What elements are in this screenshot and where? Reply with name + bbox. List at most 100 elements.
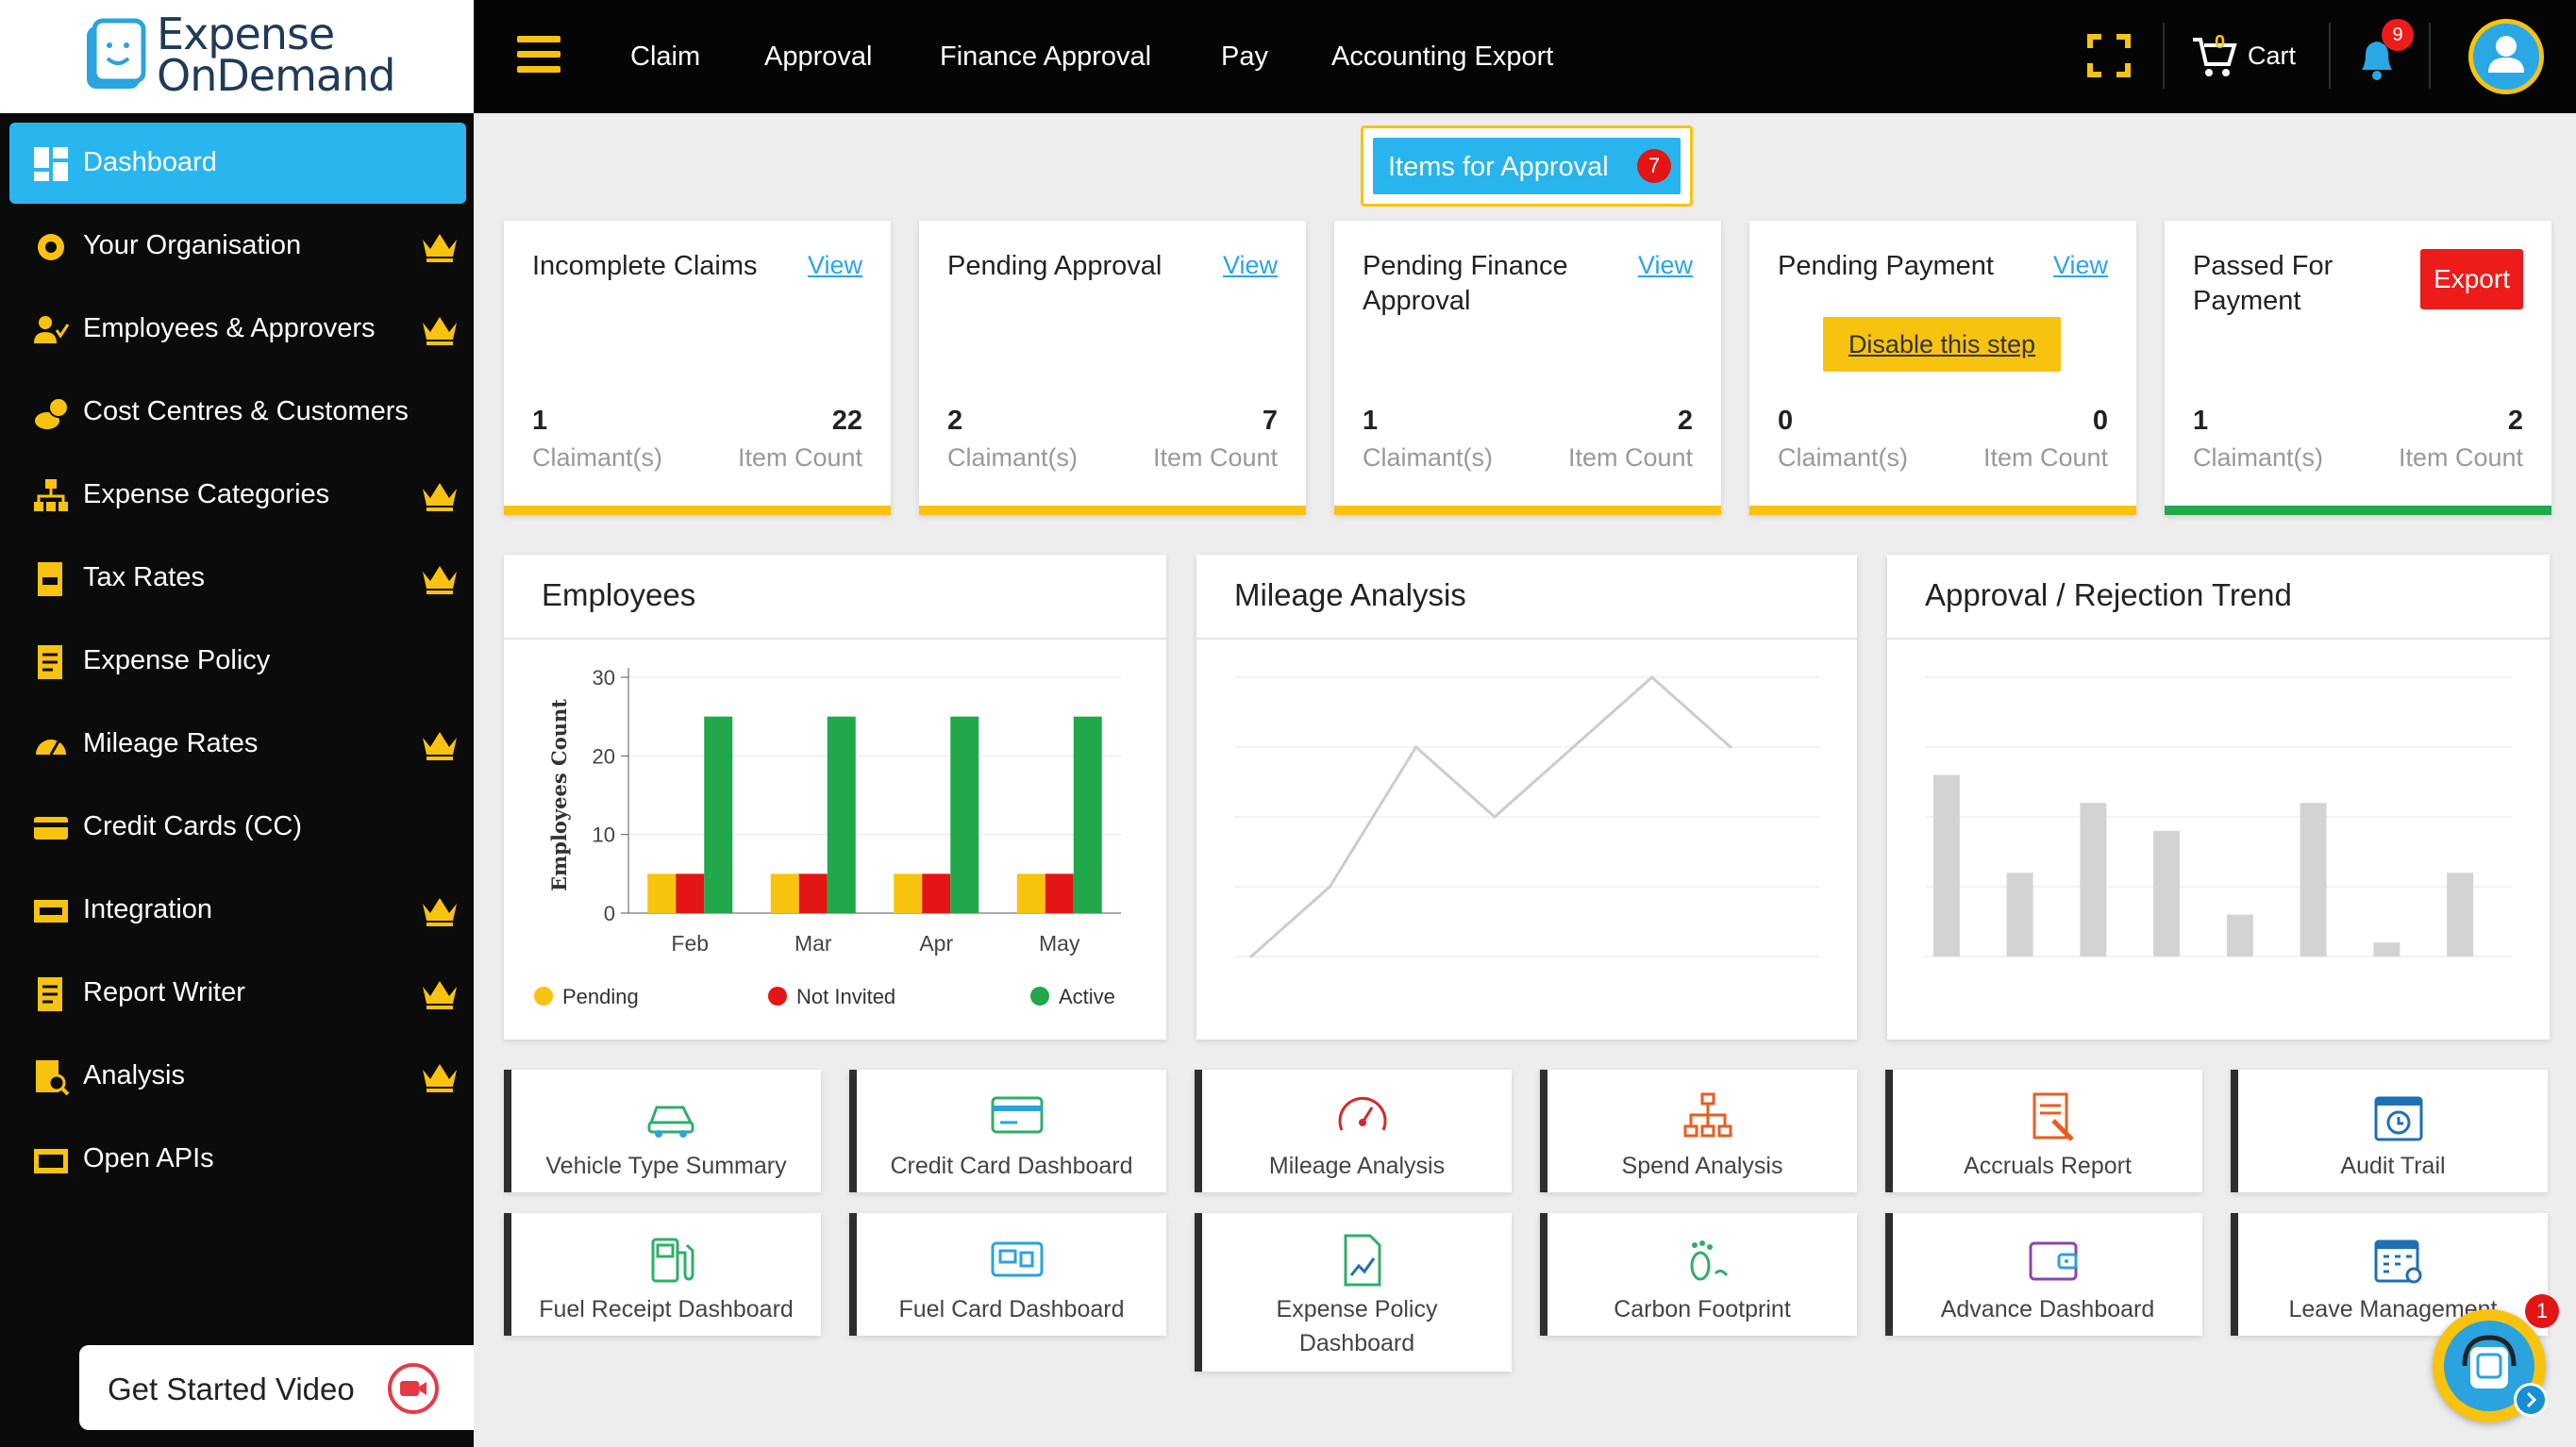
nav-finance-approval[interactable]: Finance Approval <box>940 42 1152 72</box>
claimant-label: Claimant(s) <box>947 443 1079 472</box>
stat-card-title: Passed For Payment <box>2193 251 2333 316</box>
nav-accounting-export[interactable]: Accounting Export <box>1331 42 1554 72</box>
top-navigation-bar: Claim Approval Finance Approval Pay Acco… <box>474 0 2576 113</box>
bell-icon[interactable] <box>2356 36 2398 81</box>
y-tick-label: 30 <box>593 666 615 690</box>
tile-label: Spend Analysis <box>1621 1153 1783 1179</box>
data-point <box>1571 745 1575 749</box>
view-link[interactable]: View <box>1637 251 1693 279</box>
fuel-card-icon <box>991 1241 1044 1277</box>
sidebar-item-integration[interactable]: Integration <box>9 870 466 951</box>
user-icon <box>2488 36 2524 73</box>
item-count-label: Item Count <box>737 443 862 472</box>
tile-credit-card-dashboard[interactable]: Credit Card Dashboard <box>849 1070 1166 1192</box>
data-point <box>1414 745 1418 749</box>
nav-pay[interactable]: Pay <box>1221 42 1268 72</box>
sidebar-item-analysis[interactable]: Analysis <box>9 1036 466 1117</box>
fullscreen-icon[interactable] <box>2087 34 2131 77</box>
claimant-count: 2 <box>947 406 963 436</box>
tile-vehicle-type-summary[interactable]: Vehicle Type Summary <box>504 1070 821 1192</box>
nav-claim[interactable]: Claim <box>630 42 701 72</box>
disable-step-button[interactable]: Disable this step <box>1823 317 2061 372</box>
sidebar-item-employees-approvers[interactable]: Employees & Approvers <box>9 289 466 370</box>
data-point <box>1249 955 1253 958</box>
tile-spend-analysis[interactable]: Spend Analysis <box>1540 1070 1857 1192</box>
cart-label[interactable]: Cart <box>2248 42 2297 70</box>
sidebar-item-tax-rates[interactable]: Tax Rates <box>9 538 466 619</box>
fuel-icon <box>651 1238 694 1283</box>
claimant-count: 1 <box>2193 406 2209 436</box>
sidebar-item-expense-policy[interactable]: Expense Policy <box>9 621 466 702</box>
wallet-icon <box>2029 1241 2078 1281</box>
policy-icon <box>38 645 62 679</box>
categories-icon <box>34 479 68 511</box>
y-tick-label: 10 <box>593 823 615 847</box>
sidebar-item-your-organisation[interactable]: Your Organisation <box>9 206 466 287</box>
sidebar-item-cost-centres[interactable]: Cost Centres & Customers <box>9 372 466 453</box>
sidebar-item-label: Mileage Rates <box>83 728 259 758</box>
sidebar-item-open-apis[interactable]: Open APIs <box>9 1119 466 1200</box>
claimant-count: 0 <box>1778 406 1794 436</box>
tile-label: Fuel Card Dashboard <box>898 1296 1125 1322</box>
tile-fuel-receipt-dashboard[interactable]: Fuel Receipt Dashboard <box>504 1213 821 1336</box>
tile-label: Credit Card Dashboard <box>890 1153 1133 1179</box>
tile-carbon-footprint[interactable]: Carbon Footprint <box>1540 1213 1857 1336</box>
claimant-label: Claimant(s) <box>1778 443 1909 472</box>
bar-active <box>704 716 733 913</box>
cart-icon[interactable] <box>2191 34 2238 79</box>
user-avatar[interactable] <box>2468 19 2544 94</box>
tile-advance-dashboard[interactable]: Advance Dashboard <box>1885 1213 2202 1336</box>
item-count-label: Item Count <box>2398 443 2523 472</box>
trend-bar <box>2226 914 2253 956</box>
stat-card-pending-payment: Pending Payment View Disable this step 0… <box>1749 221 2136 515</box>
sidebar-item-label: Employees & Approvers <box>83 313 376 343</box>
dashboard-icon <box>34 147 68 181</box>
view-link[interactable]: View <box>2052 251 2108 279</box>
bar-pending <box>894 873 923 913</box>
sidebar-item-label: Credit Cards (CC) <box>83 811 303 841</box>
calendar-clock-icon <box>2374 1096 2423 1141</box>
sidebar-item-dashboard[interactable]: Dashboard <box>9 123 466 204</box>
tile-label: Accruals Report <box>1964 1153 2132 1179</box>
bar-active <box>1073 716 1102 913</box>
nav-approval[interactable]: Approval <box>764 42 873 72</box>
tile-audit-trail[interactable]: Audit Trail <box>2231 1070 2548 1192</box>
logo[interactable]: Expense OnDemand <box>0 0 474 113</box>
integration-icon <box>34 900 68 923</box>
crown-icon <box>423 732 457 760</box>
view-link[interactable]: View <box>1222 251 1278 279</box>
topbar-divider <box>2163 23 2165 89</box>
bar-active <box>950 716 979 913</box>
credit-card-icon <box>34 817 68 840</box>
tile-expense-policy-dashboard[interactable]: Expense Policy Dashboard <box>1195 1213 1512 1372</box>
chevron-right-icon[interactable] <box>2514 1383 2548 1417</box>
sidebar-item-label: Expense Policy <box>83 645 271 675</box>
sidebar-item-expense-categories[interactable]: Expense Categories <box>9 455 466 536</box>
claimant-count: 1 <box>532 406 548 436</box>
stat-card-pending-approval: Pending Approval View 2 7 Claimant(s) It… <box>919 221 1306 515</box>
approval-count-badge: 7 <box>1637 149 1671 183</box>
panel-divider <box>1887 638 2550 640</box>
tile-mileage-analysis[interactable]: Mileage Analysis <box>1195 1070 1512 1192</box>
employees-chart-panel: Employees 0 10 20 30 Employees Count Feb Mar Ap… <box>504 555 1166 1040</box>
export-button[interactable]: Export <box>2420 249 2523 309</box>
brand-line1: Expense <box>157 8 335 59</box>
sidebar-item-mileage-rates[interactable]: Mileage Rates <box>9 704 466 785</box>
panel-divider <box>1196 638 1857 640</box>
item-count-label: Item Count <box>1567 443 1693 472</box>
legend-swatch <box>768 987 787 1006</box>
items-for-approval-button[interactable]: Items for Approval 7 <box>1373 138 1681 194</box>
sidebar-item-report-writer[interactable]: Report Writer <box>9 953 466 1034</box>
menu-toggle-icon[interactable] <box>517 36 560 74</box>
sidebar-item-credit-cards[interactable]: Credit Cards (CC) <box>9 787 466 868</box>
y-tick-label: 0 <box>604 902 615 925</box>
sidebar-item-label: Integration <box>83 894 213 924</box>
tile-fuel-card-dashboard[interactable]: Fuel Card Dashboard <box>849 1213 1166 1336</box>
view-link[interactable]: View <box>807 251 862 279</box>
get-started-video-button[interactable]: Get Started Video <box>79 1345 474 1430</box>
item-count: 2 <box>2507 406 2523 436</box>
claimant-label: Claimant(s) <box>532 443 663 472</box>
tile-label: Vehicle Type Summary <box>545 1153 787 1179</box>
tile-accruals-report[interactable]: Accruals Report <box>1885 1070 2202 1192</box>
sidebar-item-label: Open APIs <box>83 1143 214 1173</box>
